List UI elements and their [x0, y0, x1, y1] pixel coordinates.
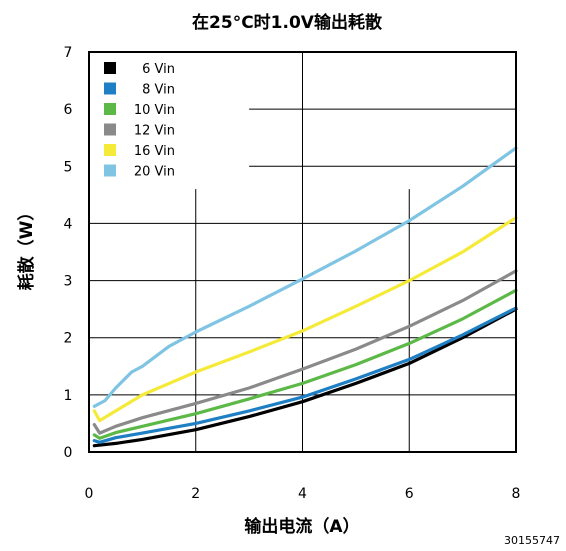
x-tick-label: 4 [298, 486, 307, 502]
legend-swatch [104, 82, 116, 95]
series-line-1 [92, 306, 518, 444]
legend-swatch [104, 164, 116, 177]
legend-label: 20 Vin [134, 165, 175, 180]
legend-swatch [104, 144, 116, 156]
legend-label: 8 Vin [142, 83, 175, 98]
y-tick-label: 1 [64, 388, 73, 404]
y-tick-label: 3 [64, 274, 73, 290]
x-axis-label: 输出电流（A） [244, 516, 359, 537]
y-tick-labels: 0 1 2 3 4 5 6 7 [64, 45, 73, 461]
series-line-4 [92, 216, 518, 423]
series-layer [92, 146, 518, 448]
plot-frame [88, 51, 517, 453]
x-tick-label: 2 [191, 486, 200, 502]
series-line-5 [92, 146, 518, 408]
series-line-3 [92, 269, 518, 435]
figure-id: 30155747 [504, 534, 560, 547]
y-tick-label: 4 [64, 216, 73, 232]
series-line-2 [92, 288, 518, 440]
legend-label: 16 Vin [134, 144, 175, 159]
x-tick-label: 8 [512, 486, 521, 502]
y-tick-label: 7 [64, 45, 73, 61]
legend-label: 10 Vin [134, 103, 175, 118]
chart-title: 在25°C时1.0V输出耗散 [192, 12, 383, 33]
legend: 6 Vin 8 Vin 10 Vin 12 Vin 16 Vin 20 Vin [97, 57, 177, 185]
x-tick-label: 0 [85, 486, 94, 502]
x-tick-labels: 0 2 4 6 8 [85, 486, 521, 502]
y-tick-label: 2 [64, 331, 73, 347]
legend-label: 6 Vin [142, 62, 175, 77]
y-tick-label: 0 [64, 445, 73, 461]
legend-swatch [104, 62, 116, 74]
legend-background [97, 57, 177, 185]
y-axis-label: 耗散（W） [16, 204, 37, 291]
legend-swatch [104, 103, 116, 115]
y-tick-label: 6 [64, 102, 73, 118]
legend-label: 12 Vin [134, 124, 175, 139]
x-tick-label: 6 [405, 486, 414, 502]
y-tick-label: 5 [64, 159, 73, 175]
series-line-0 [92, 307, 518, 448]
legend-swatch [104, 123, 116, 136]
